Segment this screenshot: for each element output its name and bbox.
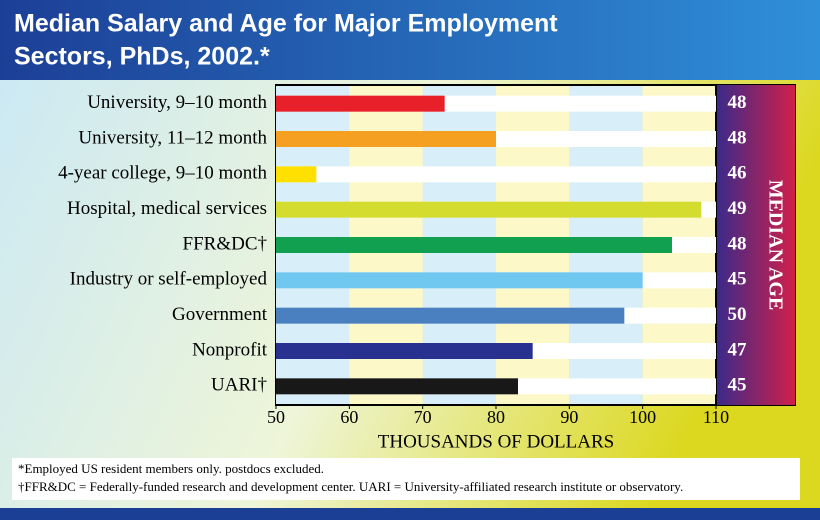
category-label: Government	[172, 304, 268, 325]
x-axis-title: THOUSANDS OF DOLLARS	[378, 431, 614, 452]
bar	[276, 272, 643, 289]
category-label: 4-year college, 9–10 month	[58, 163, 267, 184]
x-tick-label: 80	[487, 407, 505, 427]
age-value: 46	[728, 163, 747, 184]
bar	[276, 201, 702, 218]
title-bar	[0, 0, 820, 80]
x-tick-label: 90	[560, 407, 578, 427]
category-label: Industry or self-employed	[70, 269, 268, 290]
title-line: Median Salary and Age for Major Employme…	[14, 10, 558, 38]
footnote: †FFR&DC = Federally-funded research and …	[18, 479, 683, 494]
category-label: FFR&DC†	[183, 233, 267, 254]
age-title: MEDIAN AGE	[764, 180, 786, 311]
title: Median Salary and Age for Major Employme…	[14, 10, 558, 71]
bar	[276, 237, 672, 253]
age-value: 47	[728, 339, 748, 360]
footnote: *Employed US resident members only. post…	[18, 461, 324, 476]
x-tick-label: 50	[267, 407, 285, 427]
x-tick-label: 60	[340, 407, 358, 427]
x-tick-label: 110	[703, 407, 729, 427]
bar	[276, 95, 445, 112]
age-value: 48	[728, 92, 747, 113]
age-value: 50	[728, 304, 747, 325]
age-column	[716, 85, 795, 405]
category-label: UARI†	[211, 375, 267, 396]
bar	[276, 378, 518, 395]
footnote-box	[12, 458, 800, 500]
bottom-bar	[0, 508, 820, 520]
category-label: University, 11–12 month	[78, 127, 267, 148]
age-value: 49	[728, 198, 747, 219]
x-tick-label: 100	[629, 407, 656, 427]
age-value: 45	[728, 375, 747, 396]
age-value: 48	[728, 233, 747, 254]
category-label: University, 9–10 month	[87, 92, 267, 113]
bar	[276, 343, 533, 359]
x-tick-label: 70	[414, 407, 432, 427]
bar	[276, 166, 317, 183]
category-label: Hospital, medical services	[67, 198, 267, 219]
age-value: 48	[728, 127, 747, 148]
bar	[276, 131, 496, 147]
title-line: Sectors, PhDs, 2002.*	[14, 43, 270, 71]
bar	[276, 307, 625, 324]
row-track	[276, 166, 716, 183]
age-value: 45	[728, 269, 747, 290]
category-label: Nonprofit	[192, 339, 268, 360]
